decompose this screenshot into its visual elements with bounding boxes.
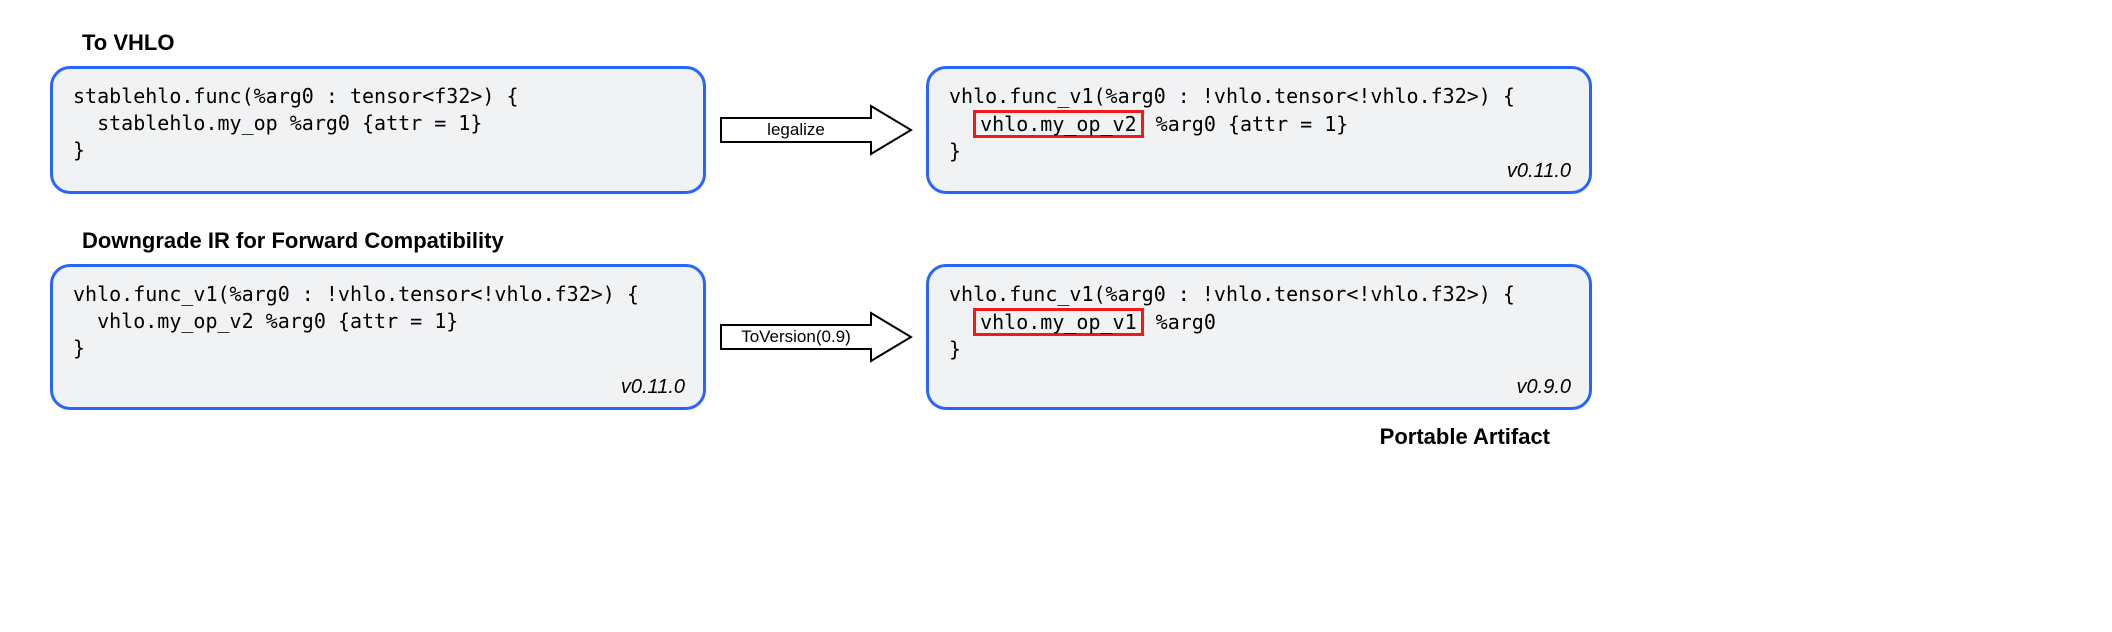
code-text: stablehlo.my_op %arg0 {attr = 1} — [97, 111, 482, 135]
code-text: %arg0 — [1144, 310, 1216, 334]
section2-arrow: ToVersion(0.9) — [716, 307, 916, 367]
code-text: } — [73, 138, 85, 162]
arrow-label: ToVersion(0.9) — [741, 327, 851, 346]
code-text: vhlo.func_v1(%arg0 : !vhlo.tensor<!vhlo.… — [949, 84, 1515, 108]
arrow-label: legalize — [767, 120, 825, 139]
highlighted-op: vhlo.my_op_v2 — [973, 110, 1144, 138]
section1-right-codebox: vhlo.func_v1(%arg0 : !vhlo.tensor<!vhlo.… — [926, 66, 1592, 194]
highlighted-op: vhlo.my_op_v1 — [973, 308, 1144, 336]
section2-row: vhlo.func_v1(%arg0 : !vhlo.tensor<!vhlo.… — [50, 264, 2062, 410]
section2-right-codebox: vhlo.func_v1(%arg0 : !vhlo.tensor<!vhlo.… — [926, 264, 1592, 410]
section2-left-codebox: vhlo.func_v1(%arg0 : !vhlo.tensor<!vhlo.… — [50, 264, 706, 410]
version-tag: v0.9.0 — [1517, 374, 1571, 401]
section2-title: Downgrade IR for Forward Compatibility — [82, 228, 2062, 254]
section1-title: To VHLO — [82, 30, 2062, 56]
code-line: vhlo.func_v1(%arg0 : !vhlo.tensor<!vhlo.… — [73, 281, 683, 362]
code-text: stablehlo.func(%arg0 : tensor<f32>) { — [73, 84, 519, 108]
code-line: vhlo.func_v1(%arg0 : !vhlo.tensor<!vhlo.… — [949, 281, 1569, 363]
code-text: vhlo.func_v1(%arg0 : !vhlo.tensor<!vhlo.… — [949, 282, 1515, 306]
code-line: vhlo.func_v1(%arg0 : !vhlo.tensor<!vhlo.… — [949, 83, 1569, 165]
section1-arrow: legalize — [716, 100, 916, 160]
code-text: %arg0 {attr = 1} — [1144, 112, 1349, 136]
version-tag: v0.11.0 — [621, 374, 685, 401]
code-text: } — [949, 139, 961, 163]
code-text: } — [949, 337, 961, 361]
code-text: vhlo.func_v1(%arg0 : !vhlo.tensor<!vhlo.… — [73, 282, 639, 306]
arrow-icon: legalize — [716, 100, 916, 160]
arrow-icon: ToVersion(0.9) — [716, 307, 916, 367]
code-line: stablehlo.func(%arg0 : tensor<f32>) { st… — [73, 83, 683, 164]
section1-row: stablehlo.func(%arg0 : tensor<f32>) { st… — [50, 66, 2062, 194]
section1-left-codebox: stablehlo.func(%arg0 : tensor<f32>) { st… — [50, 66, 706, 194]
version-tag: v0.11.0 — [1507, 158, 1571, 185]
code-text: } — [73, 336, 85, 360]
code-text: vhlo.my_op_v2 %arg0 {attr = 1} — [97, 309, 458, 333]
portable-artifact-label: Portable Artifact — [900, 424, 1550, 450]
